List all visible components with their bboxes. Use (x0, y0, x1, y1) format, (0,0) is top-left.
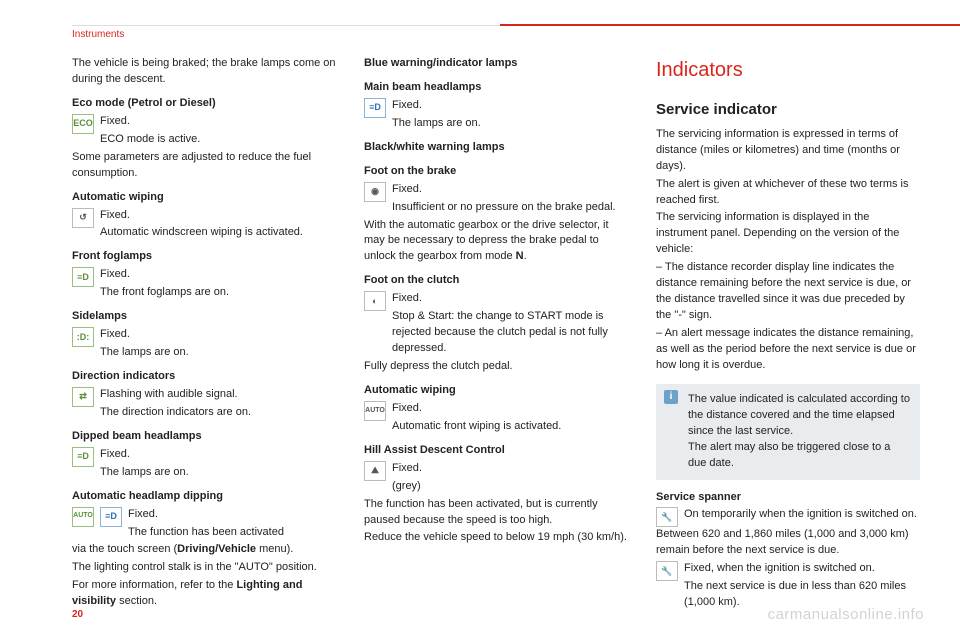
brake-fixed: Fixed. (392, 182, 628, 198)
col1-intro: The vehicle is being braked; the brake l… (72, 56, 336, 88)
auto-fixed: Fixed. (128, 507, 336, 523)
fog-desc: The front foglamps are on. (100, 285, 336, 301)
dipped-beam-icon: ≡D (72, 447, 94, 467)
column-3: Indicators Service indicator The servici… (656, 56, 920, 613)
main-beam-icon: ≡D (364, 98, 386, 118)
fog-fixed: Fixed. (100, 267, 336, 283)
page-number: 20 (72, 608, 83, 623)
col3-p3: The servicing information is displayed i… (656, 210, 920, 258)
foglamp-icon: ≡D (72, 267, 94, 287)
dir-title: Direction indicators (72, 369, 336, 385)
auto-line-1: via the touch screen (Driving/Vehicle me… (72, 542, 336, 558)
spanner-line-1: Between 620 and 1,860 miles (1,000 and 3… (656, 527, 920, 559)
dir-fixed: Flashing with audible signal. (100, 387, 336, 403)
spanner-icon: 🔧 (656, 507, 678, 527)
direction-icon: ⇄ (72, 387, 94, 407)
hill-grey: (grey) (392, 479, 628, 495)
auto-line-2: The lighting control stalk is in the "AU… (72, 560, 336, 576)
dip-fixed: Fixed. (100, 447, 336, 463)
spanner2-fixed: Fixed, when the ignition is switched on. (684, 561, 920, 577)
column-2: Blue warning/indicator lamps Main beam h… (364, 56, 628, 613)
wipe-fixed: Fixed. (100, 208, 336, 224)
bw-title: Black/white warning lamps (364, 140, 628, 156)
hill-fixed: Fixed. (392, 461, 628, 477)
spanner-title: Service spanner (656, 490, 920, 506)
wipe2-title: Automatic wiping (364, 383, 628, 399)
hill-line-2: Reduce the vehicle speed to below 19 mph… (364, 530, 628, 546)
eco-icon: ECO (72, 114, 94, 134)
auto-line-3: For more information, refer to the Light… (72, 578, 336, 610)
wipe2-desc: Automatic front wiping is activated. (392, 419, 628, 435)
side-title: Sidelamps (72, 309, 336, 325)
brake-line-1: With the automatic gearbox or the drive … (364, 218, 628, 266)
eco-title: Eco mode (Petrol or Diesel) (72, 96, 336, 112)
brake-desc: Insufficient or no pressure on the brake… (392, 200, 628, 216)
indicators-title: Indicators (656, 56, 920, 85)
col3-p2: The alert is given at whichever of these… (656, 177, 920, 209)
watermark: carmanualsonline.info (768, 604, 924, 626)
info-icon: i (664, 390, 678, 404)
auto-headlamp-icon-1: AUTO (72, 507, 94, 527)
service-indicator-heading: Service indicator (656, 99, 920, 121)
content-columns: The vehicle is being braked; the brake l… (72, 56, 920, 613)
header-section-label: Instruments (72, 28, 124, 43)
hill-line-1: The function has been activated, but is … (364, 497, 628, 529)
wiper2-icon: AUTO (364, 401, 386, 421)
col3-bullet-1: – The distance recorder display line ind… (656, 260, 920, 324)
side-desc: The lamps are on. (100, 345, 336, 361)
header-divider-left (72, 25, 500, 26)
main-desc: The lamps are on. (392, 116, 628, 132)
hill-title: Hill Assist Descent Control (364, 443, 628, 459)
wipe-title: Automatic wiping (72, 190, 336, 206)
col3-p1: The servicing information is expressed i… (656, 127, 920, 175)
header-divider-right (500, 24, 960, 26)
main-beam-title: Main beam headlamps (364, 80, 628, 96)
wipe-desc: Automatic windscreen wiping is activated… (100, 225, 336, 241)
eco-fixed: Fixed. (100, 114, 336, 130)
eco-note: Some parameters are adjusted to reduce t… (72, 150, 336, 182)
brake-icon: ◉ (364, 182, 386, 202)
wipe2-fixed: Fixed. (392, 401, 628, 417)
info-text: The value indicated is calculated accord… (688, 392, 910, 472)
dir-desc: The direction indicators are on. (100, 405, 336, 421)
clutch-title: Foot on the clutch (364, 273, 628, 289)
auto-desc: The function has been activated (128, 525, 336, 541)
auto-title: Automatic headlamp dipping (72, 489, 336, 505)
brake-title: Foot on the brake (364, 164, 628, 180)
column-1: The vehicle is being braked; the brake l… (72, 56, 336, 613)
hill-icon: ⛰ (364, 461, 386, 481)
col3-bullet-2: – An alert message indicates the distanc… (656, 326, 920, 374)
sidelamp-icon: :D: (72, 327, 94, 347)
blue-title: Blue warning/indicator lamps (364, 56, 628, 72)
clutch-line-1: Fully depress the clutch pedal. (364, 359, 628, 375)
fog-title: Front foglamps (72, 249, 336, 265)
side-fixed: Fixed. (100, 327, 336, 343)
main-fixed: Fixed. (392, 98, 628, 114)
auto-headlamp-icon-2: ≡D (100, 507, 122, 527)
info-box: i The value indicated is calculated acco… (656, 384, 920, 480)
dip-title: Dipped beam headlamps (72, 429, 336, 445)
clutch-icon: ◐ (364, 291, 386, 311)
dip-desc: The lamps are on. (100, 465, 336, 481)
spanner-icon-2: 🔧 (656, 561, 678, 581)
clutch-desc: Stop & Start: the change to START mode i… (392, 309, 628, 357)
wiper-icon: ↺ (72, 208, 94, 228)
eco-desc: ECO mode is active. (100, 132, 336, 148)
spanner-desc: On temporarily when the ignition is swit… (684, 507, 920, 523)
clutch-fixed: Fixed. (392, 291, 628, 307)
